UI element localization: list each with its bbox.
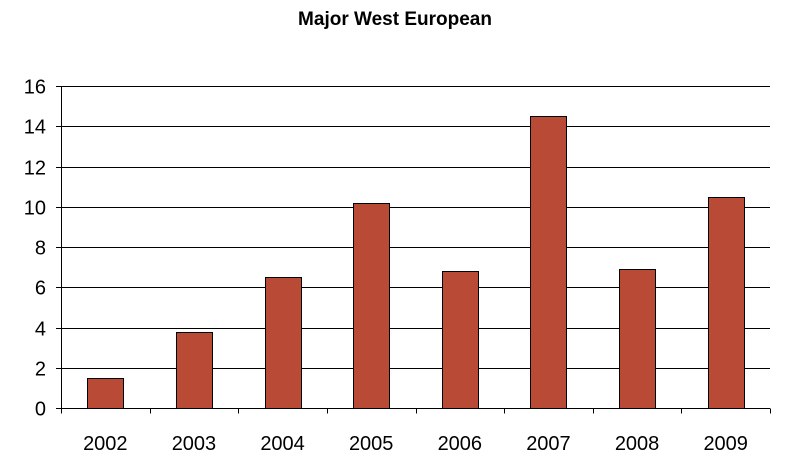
y-tick-label: 12 — [24, 158, 46, 180]
x-tick-label: 2004 — [260, 433, 305, 455]
y-tick-label: 2 — [35, 359, 46, 381]
x-tick-label: 2005 — [349, 433, 394, 455]
x-axis-ticks: 2002 2003 2004 2005 2006 2007 2008 2009 — [61, 408, 771, 455]
bar-2005 — [353, 203, 390, 409]
bar-2002 — [87, 378, 124, 409]
chart-title: Major West European — [298, 9, 492, 30]
y-axis-ticks: 0 2 4 6 8 10 12 14 16 — [24, 77, 61, 421]
x-tick-label: 2002 — [83, 433, 128, 455]
bar-2009 — [708, 197, 745, 409]
axes — [61, 86, 770, 409]
bar-2008 — [619, 269, 656, 409]
bar-2003 — [176, 332, 213, 409]
gridlines — [61, 86, 770, 369]
bar-2006 — [442, 271, 479, 409]
x-tick-label: 2007 — [526, 433, 571, 455]
y-tick-label: 14 — [24, 117, 46, 139]
bars — [87, 116, 745, 409]
x-tick-label: 2009 — [703, 433, 748, 455]
x-tick-label: 2008 — [615, 433, 660, 455]
y-tick-label: 6 — [35, 278, 46, 300]
y-tick-label: 10 — [24, 198, 46, 220]
y-tick-label: 8 — [35, 238, 46, 260]
y-tick-label: 4 — [35, 319, 46, 341]
y-tick-label: 0 — [35, 399, 46, 421]
bar-2007 — [530, 116, 567, 409]
bar-2004 — [265, 277, 302, 409]
x-tick-label: 2006 — [438, 433, 483, 455]
y-tick-label: 16 — [24, 77, 46, 99]
x-tick-label: 2003 — [172, 433, 217, 455]
